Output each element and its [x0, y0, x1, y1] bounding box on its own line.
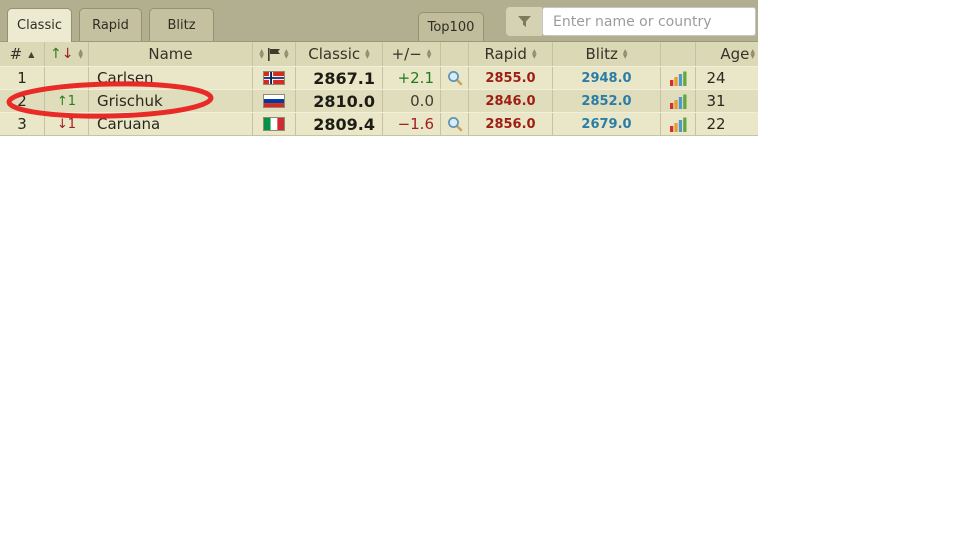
- age-cell: 24: [695, 67, 758, 89]
- tab-blitz[interactable]: Blitz: [149, 8, 214, 41]
- rapid-rating: 2855.0: [485, 70, 536, 86]
- chart-cell: [660, 113, 695, 135]
- sort-icon[interactable]: [623, 49, 628, 59]
- header-change[interactable]: ↑ ↓: [44, 42, 88, 66]
- sort-icon[interactable]: [365, 49, 370, 59]
- header-rank[interactable]: #: [0, 42, 44, 66]
- blitz-rating: 2852.0: [581, 93, 632, 109]
- table-row[interactable]: 3 ↓1 Caruana 2809.4 −1.6: [0, 112, 758, 135]
- header-country[interactable]: [252, 42, 295, 66]
- header-spacer: [440, 42, 468, 66]
- magnifier-cell: [440, 90, 468, 112]
- ratings-panel: Classic Rapid Blitz Top100 # ↑ ↓: [0, 0, 758, 136]
- header-blitz-label: Blitz: [585, 45, 618, 63]
- header-age[interactable]: Age: [695, 42, 758, 66]
- blitz-rating: 2948.0: [581, 70, 632, 86]
- sort-icon[interactable]: [78, 49, 83, 59]
- rank-down-indicator: ↓1: [56, 116, 77, 132]
- player-name[interactable]: Caruana: [88, 113, 252, 135]
- chart-icon[interactable]: [669, 117, 687, 132]
- sort-asc-icon: [28, 50, 34, 59]
- search-input[interactable]: [542, 7, 756, 36]
- header-blitz[interactable]: Blitz: [552, 42, 660, 66]
- rank-up-indicator: ↑1: [56, 93, 77, 109]
- chart-icon[interactable]: [669, 71, 687, 86]
- rating-change: +2.1: [397, 69, 434, 87]
- header-delta[interactable]: +/−: [382, 42, 440, 66]
- italy-flag-icon: [263, 117, 285, 131]
- norway-flag-icon: [263, 71, 285, 85]
- player-name[interactable]: Carlsen: [88, 67, 252, 89]
- tab-bar: Classic Rapid Blitz Top100: [0, 0, 758, 42]
- blitz-rating: 2679.0: [581, 116, 632, 132]
- sort-icon[interactable]: [284, 49, 289, 59]
- table-row[interactable]: 2 ↑1 Grischuk 2810.0 0.0 2846.0 2852.0: [0, 89, 758, 112]
- header-age-label: Age: [720, 45, 750, 63]
- sort-icon[interactable]: [427, 49, 432, 59]
- magnifier-icon[interactable]: [447, 70, 463, 86]
- header-name-label: Name: [148, 45, 193, 63]
- age-cell: 22: [695, 113, 758, 135]
- down-arrow-icon: ↓: [61, 46, 74, 62]
- header-classic[interactable]: Classic: [295, 42, 382, 66]
- up-arrow-icon: ↑: [49, 46, 62, 62]
- sort-icon[interactable]: [750, 49, 755, 59]
- rank-cell: 1: [17, 69, 27, 87]
- classic-rating: 2809.4: [313, 114, 375, 134]
- russia-flag-icon: [263, 94, 285, 108]
- header-rapid[interactable]: Rapid: [468, 42, 552, 66]
- flag-header-icon: [268, 47, 280, 61]
- country-cell: [252, 90, 295, 112]
- chart-icon[interactable]: [669, 94, 687, 109]
- rapid-rating: 2856.0: [485, 116, 536, 132]
- header-delta-label: +/−: [391, 45, 422, 63]
- magnifier-icon[interactable]: [447, 116, 463, 132]
- country-cell: [252, 67, 295, 89]
- player-name[interactable]: Grischuk: [88, 90, 252, 112]
- top100-button[interactable]: Top100: [418, 12, 484, 41]
- sort-icon[interactable]: [259, 49, 264, 59]
- filter-icon: [517, 16, 531, 27]
- header-spacer: [660, 42, 695, 66]
- sort-icon[interactable]: [532, 49, 537, 59]
- tab-rapid[interactable]: Rapid: [79, 8, 142, 41]
- magnifier-cell: [440, 67, 468, 89]
- table-header-row: # ↑ ↓ Name: [0, 42, 758, 66]
- rank-cell: 3: [17, 115, 27, 133]
- rank-change-cell: [44, 67, 88, 89]
- header-rank-label: #: [9, 45, 23, 63]
- country-cell: [252, 113, 295, 135]
- header-classic-label: Classic: [308, 45, 361, 63]
- filter-button[interactable]: [506, 7, 542, 36]
- header-rapid-label: Rapid: [484, 45, 527, 63]
- header-name[interactable]: Name: [88, 42, 252, 66]
- ratings-table: # ↑ ↓ Name: [0, 42, 758, 136]
- rapid-rating: 2846.0: [485, 93, 536, 109]
- rating-change: 0.0: [410, 92, 434, 110]
- chart-cell: [660, 90, 695, 112]
- classic-rating: 2810.0: [313, 91, 375, 111]
- chart-cell: [660, 67, 695, 89]
- age-cell: 31: [695, 90, 758, 112]
- rank-cell: 2: [17, 92, 27, 110]
- classic-rating: 2867.1: [313, 68, 375, 88]
- magnifier-cell: [440, 113, 468, 135]
- rating-change: −1.6: [397, 115, 434, 133]
- table-row[interactable]: 1 Carlsen 2867.1 +2.1: [0, 66, 758, 89]
- tab-classic[interactable]: Classic: [7, 8, 72, 42]
